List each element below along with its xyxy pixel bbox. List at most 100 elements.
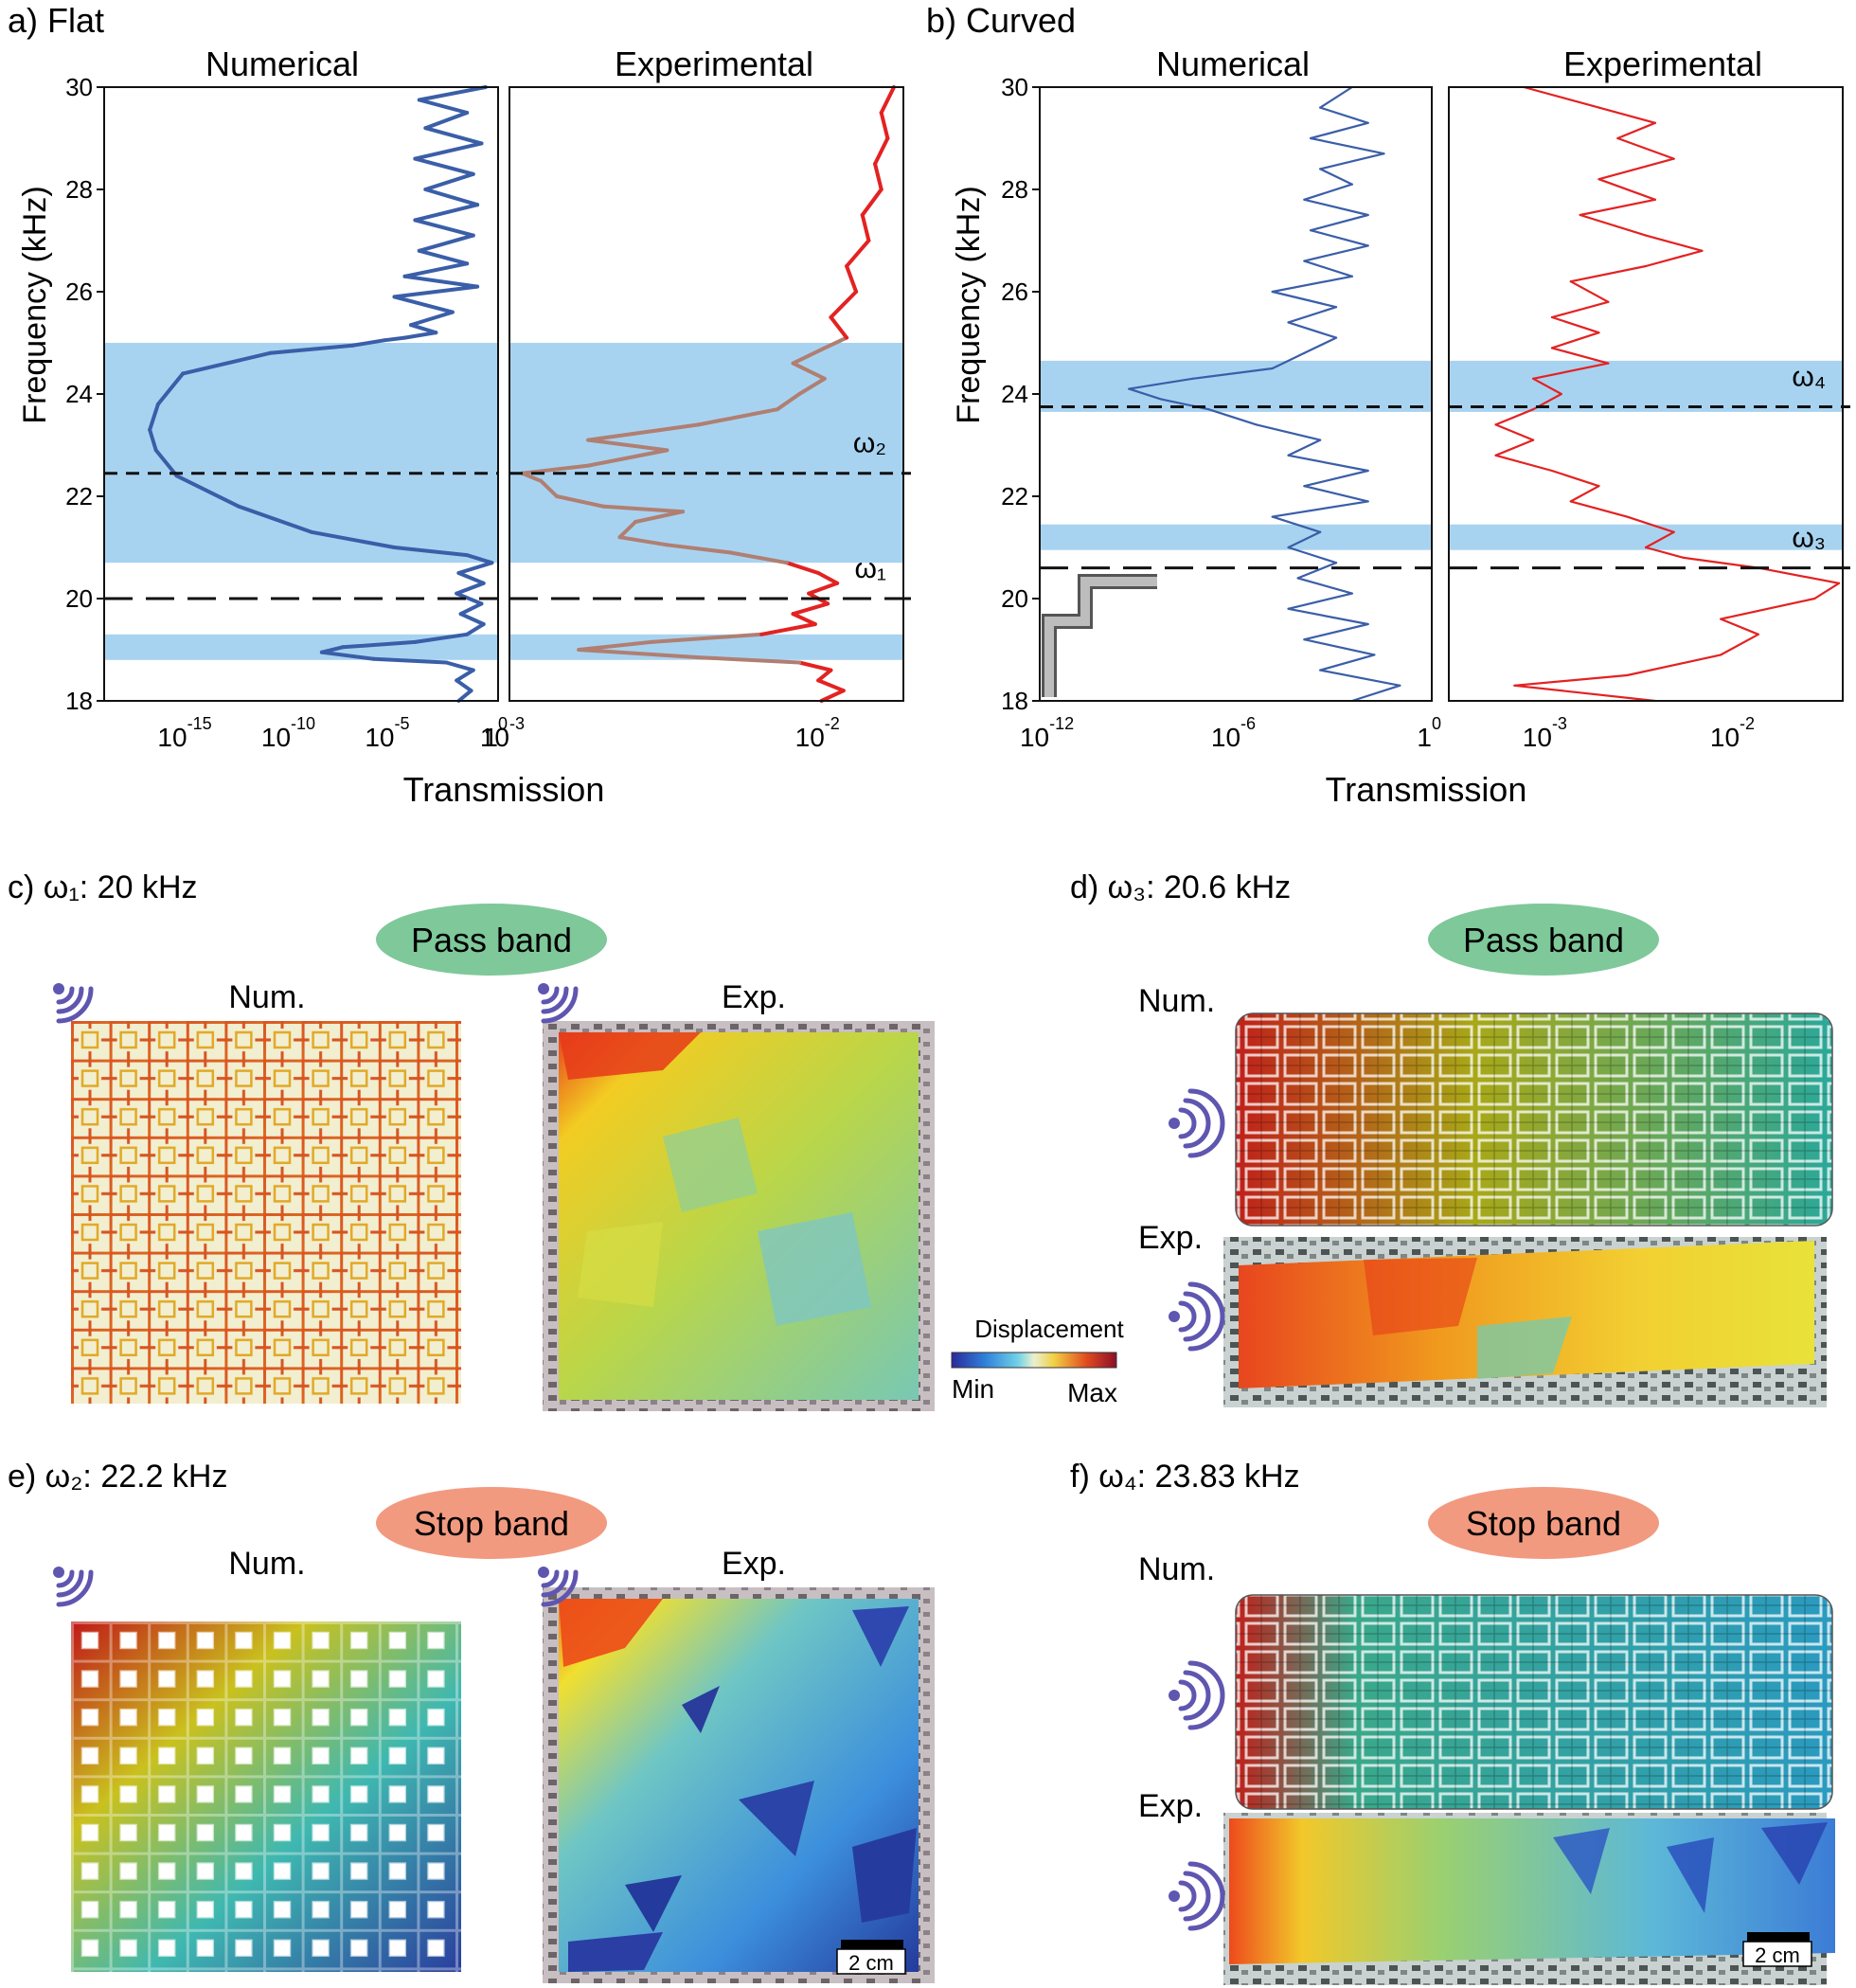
colorbar: Displacement Min Max — [951, 1315, 1125, 1407]
series-segment — [402, 261, 470, 278]
panel-e-exp-label: Exp. — [722, 1546, 786, 1582]
series-segment — [409, 310, 455, 328]
series-segment — [319, 645, 345, 654]
series-segment — [382, 335, 407, 343]
band-gap-1 — [1449, 524, 1843, 550]
colorbar-min: Min — [952, 1374, 994, 1404]
panel-a-num-title: Numerical — [205, 45, 359, 83]
series-segment — [417, 248, 470, 266]
panel-f-experimental-field: 2 cm — [1223, 1813, 1835, 1985]
series-segment — [1287, 306, 1338, 324]
panel-d-num-label: Num. — [1138, 983, 1215, 1019]
series-segment — [1597, 106, 1657, 124]
series-segment — [456, 561, 494, 575]
series-segment — [1309, 136, 1385, 155]
xtick-label: 10 — [1523, 723, 1552, 752]
panel-d-exp-label: Exp. — [1138, 1220, 1203, 1256]
series-segment — [819, 689, 846, 703]
panel-d-experimental-field — [1223, 1237, 1827, 1407]
ytick-label: 18 — [65, 687, 93, 715]
panel-f-band-text: Stop band — [1466, 1504, 1621, 1543]
series-segment — [155, 371, 186, 406]
series-segment — [1513, 673, 1629, 687]
series-segment — [1550, 315, 1600, 334]
series-segment — [1287, 439, 1322, 457]
xtick-exponent: -3 — [1552, 714, 1567, 733]
panel-b-exp-title: Experimental — [1563, 45, 1762, 83]
xtick-label: 10 — [1710, 723, 1740, 752]
series-segment — [577, 648, 701, 660]
ytick-label: 24 — [65, 380, 93, 408]
series-segment — [873, 136, 890, 166]
series-segment — [649, 632, 764, 644]
marker-label-0: ω₂ — [853, 428, 886, 459]
series-segment — [1319, 669, 1401, 687]
source-wave-icon — [1169, 1861, 1225, 1931]
series-segment — [1271, 275, 1353, 294]
series-segment — [617, 520, 638, 540]
series-segment — [1513, 684, 1657, 703]
series-segment — [1303, 198, 1369, 217]
series-segment — [1569, 264, 1648, 283]
series-segment — [816, 678, 846, 693]
series-segment — [455, 581, 486, 596]
series-segment — [153, 448, 179, 478]
series-segment — [1813, 582, 1841, 600]
band-gap-1 — [1040, 524, 1432, 550]
series-segment — [1757, 566, 1841, 584]
curved-path-inset-icon — [1042, 574, 1157, 697]
series-segment — [1569, 500, 1629, 518]
panel-a-exp-title: Experimental — [615, 45, 813, 83]
series-segment — [1303, 638, 1376, 656]
series-segment — [1319, 152, 1385, 170]
series-segment — [1720, 597, 1816, 620]
series-segment — [586, 422, 701, 442]
series-segment — [1532, 362, 1610, 380]
panel-c-label: c) ω₁: 20 kHz — [8, 869, 198, 905]
xtick-exponent: -15 — [187, 714, 212, 733]
series-segment — [1550, 347, 1610, 365]
series-segment — [350, 338, 386, 348]
ytick-label: 26 — [65, 278, 93, 306]
series-segment — [1626, 515, 1675, 533]
series-segment — [586, 448, 669, 468]
series-segment — [845, 239, 871, 268]
series-segment — [1644, 530, 1675, 549]
panel-c-numerical-field — [71, 1021, 461, 1404]
series-segment — [1303, 260, 1353, 278]
panel-f-label: f) ω₄: 23.83 kHz — [1070, 1459, 1300, 1495]
series-segment — [1296, 562, 1338, 580]
series-segment — [1616, 136, 1675, 160]
panel-f-scalebar-label: 2 cm — [1755, 1943, 1800, 1967]
series-segment — [465, 553, 494, 565]
ytick-label: 28 — [65, 175, 93, 204]
xtick-label: 10 — [1211, 723, 1240, 752]
ytick-label: 30 — [1001, 73, 1028, 101]
ytick-label: 20 — [65, 584, 93, 613]
series-segment — [423, 171, 475, 191]
series-segment — [1287, 592, 1353, 610]
series-segment — [456, 689, 473, 703]
series-segment — [1287, 607, 1369, 626]
series-segment — [1644, 234, 1704, 252]
series-segment — [1287, 546, 1338, 564]
series-segment — [444, 660, 475, 672]
series-segment — [402, 331, 438, 340]
series-segment — [1569, 280, 1610, 303]
series-segment — [1271, 515, 1322, 533]
xtick-exponent: 0 — [498, 714, 508, 733]
source-wave-icon — [538, 983, 579, 1024]
series-segment — [784, 561, 821, 575]
panel-f-scalebar — [1747, 1932, 1810, 1942]
panel-e-band-pill: Stop band — [376, 1487, 607, 1559]
series-segment — [1309, 121, 1369, 140]
series-segment — [319, 650, 376, 661]
series-segment — [1550, 469, 1600, 488]
xtick-label: 10 — [261, 723, 291, 752]
series-segment — [829, 290, 859, 319]
source-icons — [53, 983, 1225, 1931]
series-segment — [392, 546, 470, 558]
series-segment — [456, 571, 486, 585]
